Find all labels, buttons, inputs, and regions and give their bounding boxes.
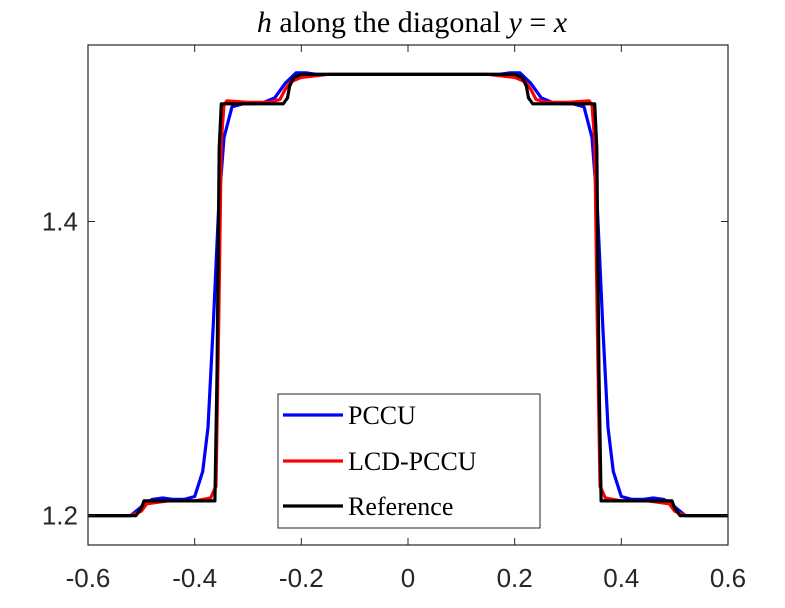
x-tick-label: 0.6 <box>710 563 746 593</box>
x-tick-label: 0 <box>401 563 415 593</box>
legend-label-pccu: PCCU <box>348 401 416 430</box>
chart-title-part: y <box>506 6 523 39</box>
chart-title-part: along the diagonal <box>272 6 509 39</box>
chart-title-part: h <box>257 6 272 39</box>
y-tick-label: 1.4 <box>42 206 78 236</box>
ticks-layer: -0.6 -0.4 -0.2 0 0.2 0.4 0.6 1.2 1.4 <box>42 45 746 593</box>
chart-title-part: x <box>553 6 568 39</box>
legend-label-reference: Reference <box>348 492 453 521</box>
x-tick-label: -0.6 <box>66 563 111 593</box>
series-layer <box>88 71 728 518</box>
x-tick-label: 0.4 <box>603 563 639 593</box>
x-tick-label: -0.4 <box>172 563 217 593</box>
y-tick-label: 1.2 <box>42 501 78 531</box>
legend: PCCU LCD-PCCU Reference <box>277 393 541 529</box>
legend-label-lcd-pccu: LCD-PCCU <box>348 447 477 476</box>
chart-title-part: = <box>522 6 554 39</box>
series-line-reference <box>88 72 728 518</box>
x-tick-label: -0.2 <box>279 563 324 593</box>
x-tick-label: 0.2 <box>497 563 533 593</box>
chart-title: h along the diagonal y = x <box>257 6 568 39</box>
